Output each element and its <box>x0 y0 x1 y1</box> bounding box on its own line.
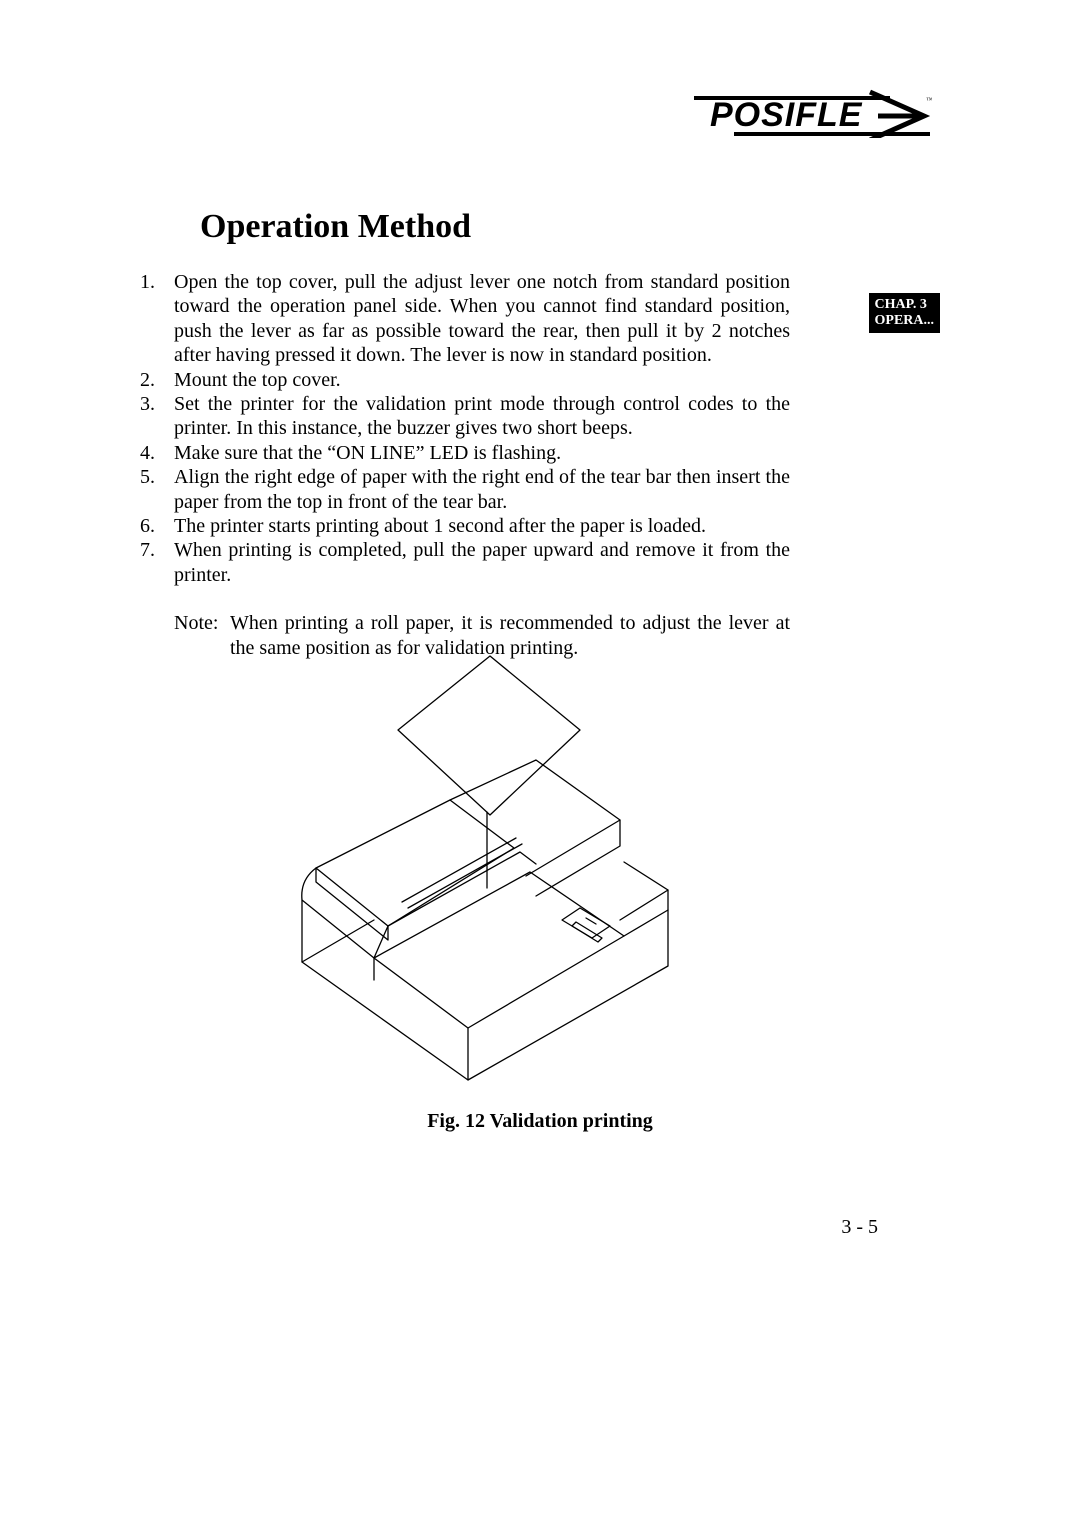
step-item: Make sure that the “ON LINE” LED is flas… <box>140 441 790 465</box>
page-number: 3 - 5 <box>841 1216 878 1239</box>
content-area: Open the top cover, pull the adjust leve… <box>140 270 790 660</box>
svg-text:™: ™ <box>926 96 932 104</box>
chapter-tab-line1: CHAP. 3 <box>875 297 935 313</box>
figure-printer-illustration <box>280 650 690 1095</box>
figure-caption: Fig. 12 Validation printing <box>0 1110 1080 1133</box>
brand-logo: POSIFLE ™ <box>692 82 932 143</box>
note-label: Note: <box>174 612 218 634</box>
step-item: Align the right edge of paper with the r… <box>140 465 790 514</box>
chapter-tab: CHAP. 3 OPERA... <box>869 293 941 333</box>
step-item: Mount the top cover. <box>140 368 790 392</box>
section-title: Operation Method <box>200 208 471 246</box>
chapter-tab-line2: OPERA... <box>875 313 935 329</box>
svg-text:POSIFLE: POSIFLE <box>710 96 863 134</box>
steps-list: Open the top cover, pull the adjust leve… <box>140 270 790 587</box>
step-item: The printer starts printing about 1 seco… <box>140 514 790 538</box>
step-item: When printing is completed, pull the pap… <box>140 538 790 587</box>
step-item: Open the top cover, pull the adjust leve… <box>140 270 790 368</box>
step-item: Set the printer for the validation print… <box>140 392 790 441</box>
